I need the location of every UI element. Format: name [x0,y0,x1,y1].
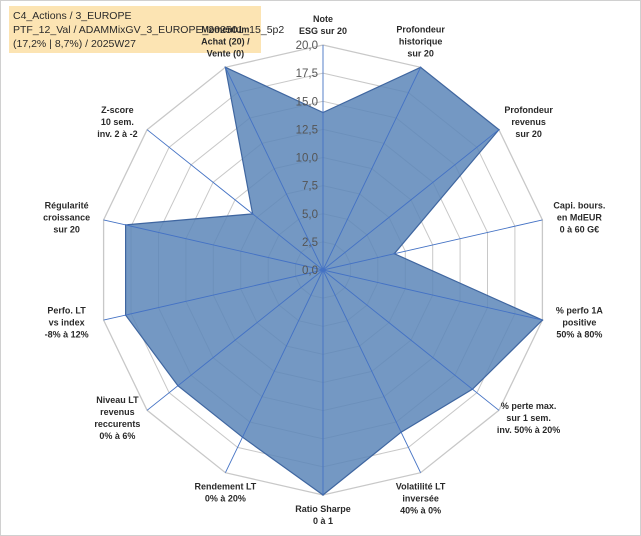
axis-label: % perte max. sur 1 sem. inv. 50% à 20% [497,401,560,435]
info-line-3: (17,2% | 8,7%) / 2025W27 [13,38,136,50]
axis-label: Ratio Sharpe 0 à 1 [295,504,351,526]
axis-label: % perfo 1A positive 50% à 80% [556,306,604,340]
axis-label: Capi. bours. en MdEUR 0 à 60 G€ [553,200,605,234]
axis-spoke [322,67,422,271]
axis-spoke [146,269,324,411]
axis-spoke [322,129,500,271]
axis-spoke [322,219,543,271]
axis-label: Profondeur revenus sur 20 [504,105,553,139]
radar-spokes [103,45,543,495]
axis-label: Régularité croissance sur 20 [43,200,90,234]
axis-label: Note ESG sur 20 [299,14,347,36]
series-area [124,66,544,496]
radar-ticks: 0,0 2,5 5,0 7,5 10,0 12,5 15,0 17,5 20,0 [296,40,318,277]
axis-spoke [103,269,324,321]
info-line-1: C4_Actions / 3_EUROPE [13,10,132,22]
axis-spoke [322,269,500,411]
axis-label: Niveau LT revenus reccurents 0% à 6% [94,395,140,441]
axis-spoke [224,67,324,271]
axis-label: Rendement LT 0% à 20% [194,482,256,504]
tick-label: 12,5 [296,124,318,136]
info-box: C4_Actions / 3_EUROPE PTF_12_Val / ADAMM… [9,6,285,53]
radar-axis-labels: Note ESG sur 20 Profondeur historique sur 20… [43,14,605,526]
axis-label: Z-score 10 sem. inv. 2 à -2 [97,105,137,139]
tick-label: 2,5 [302,237,318,249]
tick-label: 0,0 [302,265,318,277]
axis-spoke [103,219,324,271]
info-line-2: PTF_12_Val / ADAMMixGV_3_EUROPE_202501_1… [13,24,285,36]
tick-label: 7,5 [302,181,318,193]
axis-label: Momentum Achat (20) / Vente (0) [201,24,250,58]
axis-spoke [146,129,324,271]
axis-label: Volatilité LT inversée 40% à 0% [396,482,446,516]
tick-label: 17,5 [296,68,318,80]
tick-label: 10,0 [296,153,318,165]
axis-label: Perfo. LT vs index -8% à 12% [45,306,89,340]
axis-spoke [322,269,543,321]
tick-label: 15,0 [296,96,318,108]
tick-label: 20,0 [296,40,318,52]
axis-spoke [224,269,324,473]
radar-series [124,66,544,496]
axis-label: Profondeur historique sur 20 [396,24,445,58]
tick-label: 5,0 [302,209,318,221]
axis-spoke [322,269,422,473]
